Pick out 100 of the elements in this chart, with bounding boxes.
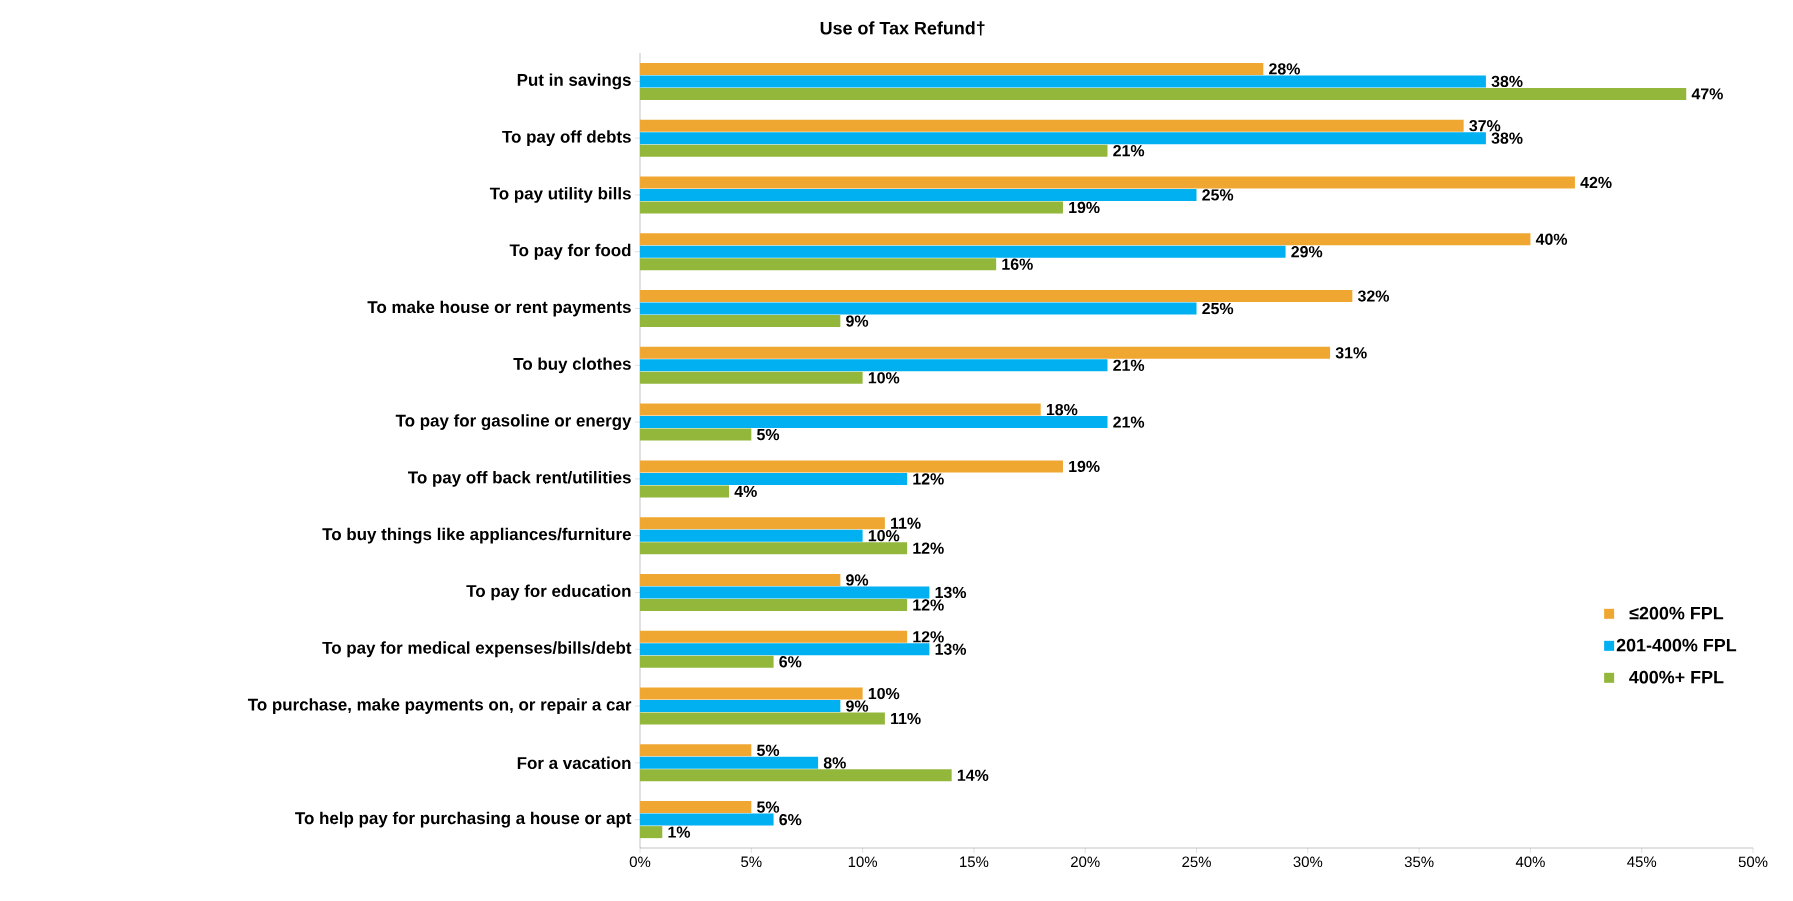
legend-label: 400%+ FPL <box>1629 670 1724 684</box>
x-tick-label: 50% <box>1738 856 1768 868</box>
data-label: 37% <box>1469 120 1501 132</box>
bar <box>640 371 863 384</box>
x-tick-label: 0% <box>629 856 651 868</box>
data-label: 38% <box>1491 132 1523 144</box>
bar <box>640 643 930 656</box>
y-tick-label: To pay utility bills <box>489 187 631 203</box>
data-label: 21% <box>1113 359 1145 371</box>
bar <box>640 245 1286 258</box>
legend-label: ≤200% FPL <box>1629 606 1724 620</box>
data-label: 42% <box>1580 176 1612 189</box>
bar <box>640 359 1108 372</box>
bar <box>640 258 997 271</box>
y-tick-label: To pay for food <box>509 243 631 260</box>
y-tick-label: To buy clothes <box>513 357 631 374</box>
data-label: 25% <box>1202 302 1234 315</box>
data-label: 16% <box>1002 258 1033 270</box>
bar <box>640 132 1486 145</box>
data-label: 9% <box>846 574 869 586</box>
data-label: 12% <box>913 599 944 611</box>
data-label: 13% <box>935 586 967 599</box>
x-tick-label: 10% <box>848 856 878 868</box>
data-label: 14% <box>957 769 989 781</box>
data-label: 21% <box>1113 416 1145 428</box>
bar <box>640 428 752 441</box>
bar <box>640 315 841 328</box>
data-label: 9% <box>846 700 869 712</box>
bar <box>640 700 841 713</box>
bar <box>640 542 908 555</box>
bar <box>640 290 1353 303</box>
data-label: 28% <box>1269 63 1300 75</box>
bar <box>640 826 663 839</box>
y-tick-label: To buy things like appliances/furniture <box>322 527 631 544</box>
data-label: 13% <box>935 643 967 655</box>
y-tick-label: To pay for medical expenses/bills/debt <box>322 641 632 658</box>
data-label: 38% <box>1491 75 1523 88</box>
legend-label: 201-400% FPL <box>1616 638 1737 652</box>
bar <box>640 403 1041 416</box>
data-label: 6% <box>779 656 802 668</box>
bar <box>640 801 752 814</box>
x-tick-label: 40% <box>1515 856 1545 868</box>
bar <box>640 529 863 542</box>
bar <box>640 744 752 757</box>
y-tick-label: Put in savings <box>517 73 631 90</box>
y-tick-label: To purchase, make payments on, or repair a car <box>247 698 632 714</box>
bar <box>640 769 952 782</box>
data-label: 19% <box>1069 201 1100 214</box>
bar <box>640 201 1063 214</box>
bar <box>640 119 1464 132</box>
bar <box>640 630 908 643</box>
data-label: 11% <box>891 517 921 529</box>
data-label: 8% <box>823 757 846 769</box>
bar <box>640 586 930 599</box>
x-tick-label: 5% <box>741 856 762 868</box>
data-label: 1% <box>668 826 691 838</box>
data-label: 10% <box>868 372 900 384</box>
data-label: 6% <box>779 813 802 826</box>
y-tick-label: To pay for gasoline or energy <box>395 414 632 431</box>
data-label: 5% <box>757 744 780 756</box>
data-label: 31% <box>1335 347 1367 359</box>
bar <box>640 233 1531 246</box>
data-label: 19% <box>1069 460 1100 473</box>
bar <box>640 687 863 700</box>
bar <box>640 517 885 530</box>
x-tick-label: 20% <box>1071 856 1100 868</box>
bar <box>640 75 1486 88</box>
x-tick-label: 30% <box>1293 856 1323 868</box>
y-tick-label: To make house or rent payments <box>367 300 631 317</box>
bar <box>640 144 1108 157</box>
data-label: 10% <box>868 687 900 700</box>
data-label: 4% <box>734 485 757 497</box>
data-label: 29% <box>1291 246 1323 258</box>
bar <box>640 472 908 485</box>
data-label: 25% <box>1202 189 1234 201</box>
bar <box>640 573 841 586</box>
bar <box>640 598 908 611</box>
bar <box>640 655 774 668</box>
data-label: 47% <box>1691 88 1723 100</box>
y-tick-label: To pay off back rent/utilities <box>408 471 631 487</box>
data-label: 11% <box>891 712 921 725</box>
x-tick-label: 35% <box>1404 856 1434 868</box>
bar <box>640 460 1063 473</box>
bar <box>640 712 885 725</box>
data-label: 9% <box>846 315 869 327</box>
bar <box>640 188 1197 201</box>
data-label: 32% <box>1357 290 1390 302</box>
bar <box>640 176 1575 189</box>
chart-title: Use of Tax Refund† <box>820 21 985 36</box>
data-label: 21% <box>1113 145 1145 157</box>
data-label: 12% <box>913 542 944 554</box>
bar <box>640 485 730 498</box>
data-label: 5% <box>757 428 780 441</box>
bar <box>640 346 1331 359</box>
bar <box>640 87 1687 100</box>
bar <box>640 62 1264 75</box>
y-tick-label: To help pay for purchasing a house or apt <box>295 811 632 828</box>
y-tick-label: To pay off debts <box>502 130 631 147</box>
bar <box>640 416 1108 429</box>
bar <box>640 302 1197 315</box>
